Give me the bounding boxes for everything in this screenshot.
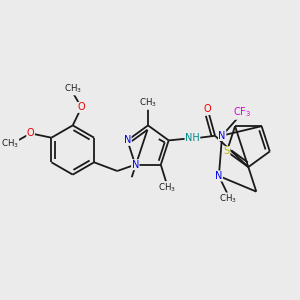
Text: O: O xyxy=(27,128,34,138)
Text: N: N xyxy=(124,135,131,146)
Text: N: N xyxy=(132,160,139,170)
Text: CH$_3$: CH$_3$ xyxy=(219,193,236,206)
Text: O: O xyxy=(78,102,85,112)
Text: CH$_3$: CH$_3$ xyxy=(1,137,19,150)
Text: S: S xyxy=(224,146,230,156)
Text: CH$_3$: CH$_3$ xyxy=(64,82,82,95)
Text: CH$_3$: CH$_3$ xyxy=(158,182,175,194)
Text: CF$_3$: CF$_3$ xyxy=(233,106,251,119)
Text: N: N xyxy=(218,130,226,141)
Text: NH: NH xyxy=(185,133,200,143)
Text: O: O xyxy=(204,104,212,114)
Text: N: N xyxy=(215,171,223,181)
Text: CH$_3$: CH$_3$ xyxy=(139,97,157,109)
